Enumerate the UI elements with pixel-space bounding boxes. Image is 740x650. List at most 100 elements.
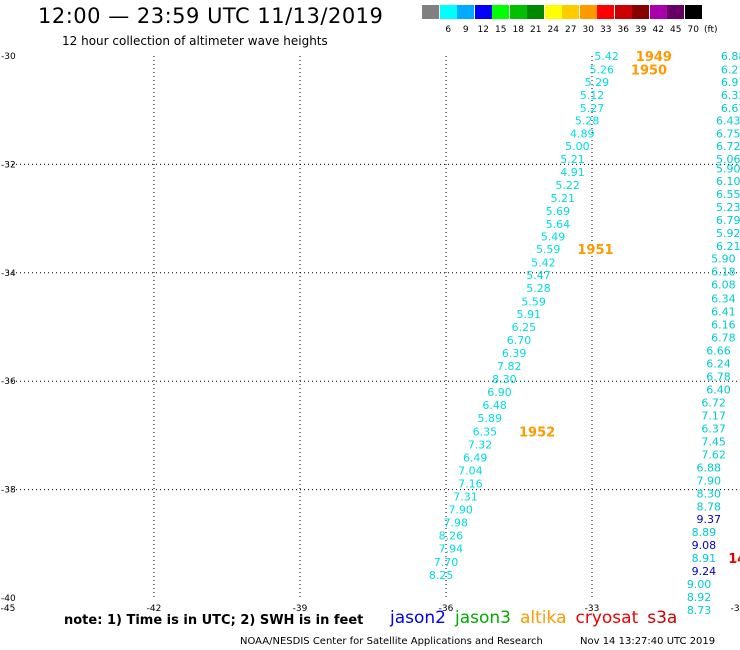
wave-height-value: 9.08 (692, 539, 717, 552)
wave-height-value: 5.90 (716, 163, 740, 176)
lat-tick-label: -40 (1, 594, 16, 604)
wave-height-value: 5.23 (716, 201, 740, 214)
wave-height-value: 6.16 (711, 318, 736, 331)
wave-height-value: 6.88 (721, 50, 740, 63)
lon-tick-label: -36 (439, 604, 454, 614)
colorbar-label: 70 (687, 25, 699, 35)
wave-height-value: 5.00 (565, 140, 590, 153)
wave-height-value: 5.69 (546, 205, 571, 218)
wave-height-value: 8.92 (687, 591, 712, 604)
colorbar-swatch (474, 5, 492, 19)
wave-height-value: 6.39 (502, 347, 527, 360)
wave-height-value: 5.21 (560, 153, 585, 166)
colorbar-swatch (562, 5, 579, 19)
pass-time-label: 1952 (519, 426, 555, 441)
lat-tick-label: -32 (1, 160, 16, 170)
colorbar-swatch (439, 5, 457, 19)
wave-height-value: 6.49 (463, 452, 488, 465)
wave-height-value: 6.18 (711, 266, 736, 279)
lon-tick-label: -30 (731, 604, 740, 614)
colorbar-swatch (667, 5, 684, 19)
colorbar-swatch (684, 5, 702, 19)
colorbar-swatch (632, 5, 649, 19)
wave-height-value: 5.22 (555, 179, 580, 192)
wave-height-value: 7.16 (458, 478, 483, 491)
wave-height-value: 5.12 (580, 89, 605, 102)
wave-height-value: 6.48 (482, 399, 507, 412)
wave-height-value: 8.73 (687, 604, 712, 617)
wave-height-value: 7.17 (701, 409, 726, 422)
wave-height-value: 6.25 (512, 321, 537, 334)
colorbar-swatch (492, 5, 509, 19)
lat-tick-label: -38 (1, 486, 16, 496)
wave-height-value: 5.28 (526, 282, 551, 295)
wave-height-value: 7.31 (453, 491, 478, 504)
wave-height-value: 5.29 (585, 76, 610, 89)
wave-height-value: 6.66 (706, 344, 731, 357)
wave-height-value: 5.91 (516, 308, 541, 321)
lat-tick-label: -36 (1, 377, 16, 387)
wave-height-value: 8.30 (492, 373, 517, 386)
satellite-s3a: s3a (647, 608, 678, 628)
lon-tick-label: -45 (1, 604, 16, 614)
footer-note: note: 1) Time is in UTC; 2) SWH is in fe… (64, 613, 364, 628)
wave-height-value: 7.90 (448, 504, 473, 517)
wave-height-value: 8.26 (439, 530, 464, 543)
wave-height-value: 5.21 (551, 192, 576, 205)
wave-height-value: 6.21 (716, 240, 740, 253)
wave-height-value: 9.24 (692, 565, 717, 578)
colorbar-label: 18 (512, 25, 524, 35)
wave-height-value: 5.59 (521, 296, 546, 309)
wave-height-value: 6.90 (487, 386, 512, 399)
wave-height-value: 6.79 (716, 214, 740, 227)
lon-tick-label: -39 (293, 604, 308, 614)
lat-tick-label: -30 (1, 52, 16, 62)
wave-height-value: 6.34 (711, 292, 736, 305)
wave-height-value: 7.90 (697, 474, 722, 487)
wave-height-value: 6.78 (711, 331, 736, 344)
wave-height-value: 8.91 (692, 552, 717, 565)
colorbar-swatch (597, 5, 614, 19)
wave-height-value: 7.04 (458, 465, 483, 478)
satellite-altika: altika (520, 608, 567, 628)
wave-height-value: 6.24 (706, 357, 731, 370)
page-subtitle: 12 hour collection of altimeter wave hei… (62, 34, 328, 48)
colorbar-label: 33 (600, 25, 612, 35)
colorbar-swatch (579, 5, 597, 19)
wave-height-value: 4.91 (560, 166, 585, 179)
wave-height-value: 6.88 (697, 461, 722, 474)
wave-height-value: 6.97 (721, 76, 740, 89)
colorbar-label: 12 (477, 25, 489, 35)
pass-time-label: 1950 (631, 64, 667, 79)
wave-height-value: 4.89 (570, 128, 595, 141)
wave-height-value: 5.06 (716, 153, 740, 166)
wave-height-value: 9.37 (697, 513, 722, 526)
wave-height-value: 8.89 (692, 526, 717, 539)
wave-height-value: 6.72 (716, 140, 740, 153)
wave-height-value: 5.64 (546, 218, 571, 231)
wave-height-value: 5.89 (478, 412, 503, 425)
wave-height-value: 5.92 (716, 227, 740, 240)
wave-height-value: 8.25 (429, 569, 454, 582)
colorbar-swatch (614, 5, 632, 19)
wave-height-value: 6.41 (711, 305, 736, 318)
colorbar-label: 21 (530, 25, 542, 35)
pass-time-label: 1949 (636, 50, 672, 65)
wave-height-value: 7.70 (434, 556, 459, 569)
wave-height-value: 7.94 (439, 543, 464, 556)
wave-height-value: 5.42 (531, 257, 556, 270)
pass-time-label: 1951 (577, 243, 613, 258)
wave-height-value: 6.70 (507, 334, 532, 347)
colorbar-swatch (649, 5, 667, 19)
generated-timestamp: Nov 14 13:27:40 UTC 2019 (580, 636, 716, 647)
wave-height-value: 5.26 (589, 64, 614, 77)
wave-height-value: 6.32 (721, 89, 740, 102)
colorbar-unit: (ft) (704, 25, 718, 35)
wave-height-value: 9.00 (687, 578, 712, 591)
wave-height-value: 6.72 (701, 396, 726, 409)
wave-height-value: 8.30 (697, 487, 722, 500)
wave-height-value: 6.40 (706, 383, 731, 396)
colorbar-label: 6 (445, 25, 452, 35)
wave-height-value: 6.75 (716, 128, 740, 141)
